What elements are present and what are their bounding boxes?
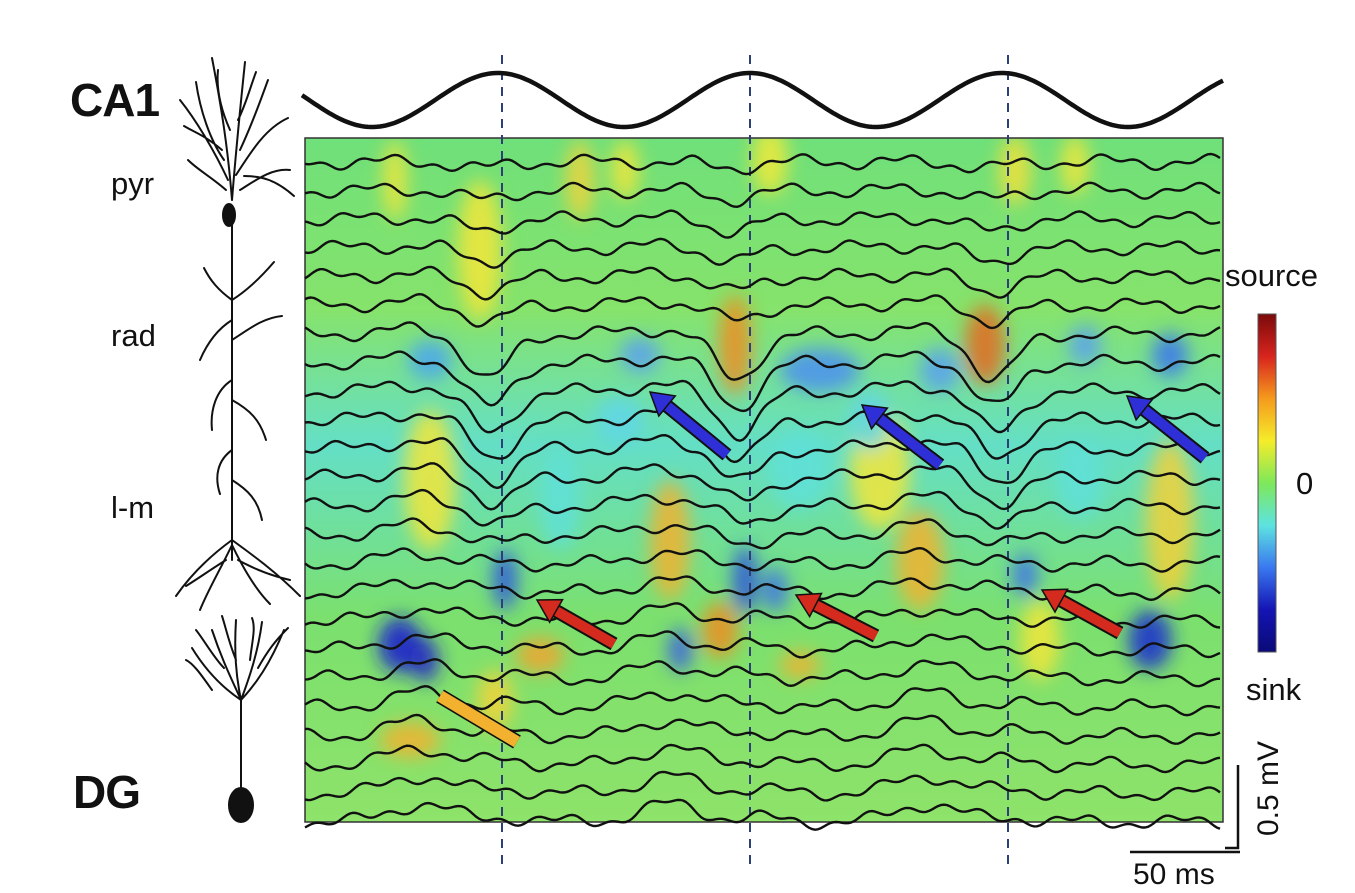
csd-blob xyxy=(780,651,820,679)
lfp-trace xyxy=(304,265,1221,301)
csd-blob xyxy=(733,546,757,614)
layer-label-rad: rad xyxy=(111,318,156,353)
colorbar-zero-label: 0 xyxy=(1296,466,1314,501)
lfp-trace xyxy=(304,406,1221,464)
red-arrow xyxy=(794,592,880,643)
csd-blob xyxy=(896,510,944,610)
csd-blob xyxy=(780,348,860,392)
blue-arrow xyxy=(1125,395,1210,464)
csd-blob xyxy=(383,140,407,220)
colorbar-source-label: source xyxy=(1225,258,1319,293)
lfp-traces xyxy=(304,152,1221,831)
theta-reference-trace xyxy=(300,70,1224,130)
lfp-trace xyxy=(304,602,1221,630)
csd-blob xyxy=(668,628,692,672)
lfp-trace xyxy=(304,658,1220,688)
csd-blob xyxy=(702,602,738,658)
lfp-trace xyxy=(304,152,1221,176)
csd-blob xyxy=(1013,553,1037,597)
dg-label: DG xyxy=(73,766,141,818)
lfp-trace xyxy=(304,630,1221,659)
lfp-trace xyxy=(304,462,1221,511)
lfp-trace xyxy=(304,350,1221,413)
csd-blob xyxy=(1146,440,1194,600)
csd-blob xyxy=(719,295,751,395)
csd-blob xyxy=(620,337,660,373)
lfp-trace xyxy=(304,293,1221,330)
scale-bars xyxy=(1130,765,1240,854)
lfp-trace xyxy=(304,547,1221,573)
lfp-trace xyxy=(304,517,1221,550)
csd-blob xyxy=(380,722,440,758)
lfp-trace xyxy=(305,713,1221,745)
lfp-trace xyxy=(304,488,1221,530)
blue-arrow xyxy=(648,391,732,461)
csd-blob xyxy=(650,480,690,600)
lfp-trace xyxy=(304,209,1221,239)
lfp-trace xyxy=(304,434,1221,490)
orange-marker xyxy=(436,689,521,749)
lfp-trace xyxy=(304,743,1221,774)
layer-label-pyr: pyr xyxy=(111,166,155,201)
csd-blob xyxy=(1020,600,1060,680)
csd-blob xyxy=(404,410,456,550)
lfp-trace xyxy=(304,237,1221,269)
csd-blob xyxy=(770,430,830,510)
lfp-trace xyxy=(304,181,1221,208)
csd-blob xyxy=(596,396,644,444)
csd-blob xyxy=(408,340,452,380)
voltage-scale-bar xyxy=(1225,765,1240,850)
csd-blob xyxy=(458,180,502,320)
colorbar-sink-label: sink xyxy=(1246,672,1302,707)
csd-heatmap xyxy=(304,137,1224,823)
csd-blob xyxy=(763,568,787,612)
lfp-trace xyxy=(304,575,1221,601)
csd-blob xyxy=(411,638,439,682)
voltage-scale-label: 0.5 mV xyxy=(1252,740,1285,836)
colorbar xyxy=(1257,313,1277,653)
ca1-label: CA1 xyxy=(70,74,160,126)
csd-blob xyxy=(1152,333,1188,377)
lfp-trace xyxy=(304,770,1221,802)
red-arrow xyxy=(535,598,618,651)
lfp-trace xyxy=(304,798,1221,831)
csd-blob xyxy=(1128,610,1172,670)
csd-blob xyxy=(965,305,1005,385)
lfp-trace xyxy=(304,379,1221,442)
dg-granule-neuron-icon xyxy=(185,615,289,823)
csd-blob xyxy=(1056,440,1104,520)
time-scale-label: 50 ms xyxy=(1133,858,1215,891)
red-arrow xyxy=(1040,588,1124,640)
layer-label-lm: l-m xyxy=(111,490,155,525)
blue-arrow xyxy=(860,404,945,471)
csd-blob xyxy=(752,138,788,195)
csd-blob xyxy=(611,140,639,200)
lfp-trace xyxy=(304,321,1221,384)
csd-blob xyxy=(516,637,564,673)
csd-blob xyxy=(566,140,594,220)
csd-blob xyxy=(493,550,517,610)
ca1-pyramidal-neuron-icon xyxy=(175,57,301,611)
annotation-arrows xyxy=(436,391,1210,749)
csd-blob xyxy=(540,450,580,550)
